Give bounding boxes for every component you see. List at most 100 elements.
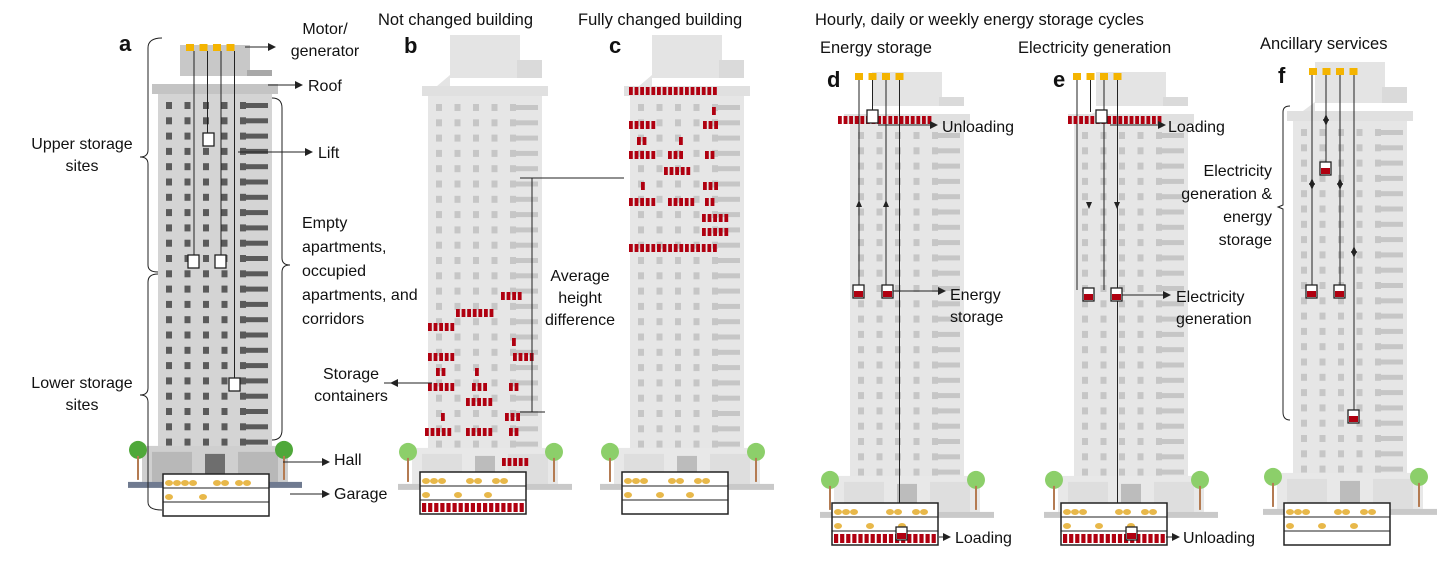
- building-annex: [719, 60, 744, 78]
- window: [1301, 435, 1307, 442]
- tree-trunk: [1272, 482, 1274, 507]
- window: [693, 272, 700, 280]
- storage-container: [482, 428, 487, 436]
- window: [454, 348, 461, 356]
- storage-container: [707, 87, 712, 95]
- window: [638, 440, 644, 448]
- window-wide: [1162, 423, 1184, 429]
- car-icon: [500, 478, 508, 484]
- storage-container: [634, 87, 639, 95]
- window: [473, 410, 479, 417]
- tree-icon: [1410, 467, 1428, 486]
- window: [1156, 223, 1162, 231]
- window: [454, 287, 461, 295]
- window: [895, 285, 901, 292]
- window: [240, 408, 246, 415]
- car-icon: [624, 492, 632, 498]
- window: [675, 410, 681, 417]
- window: [1137, 468, 1144, 476]
- arrow-head-icon: [856, 200, 862, 207]
- window: [436, 287, 442, 295]
- storage-container: [651, 244, 656, 252]
- car-icon: [1063, 523, 1071, 529]
- window: [876, 132, 883, 139]
- window: [675, 119, 681, 127]
- storage-container: [662, 244, 667, 252]
- window: [858, 147, 864, 155]
- label-storage-containers: Storage containers: [314, 366, 388, 405]
- lift-car: [214, 254, 227, 269]
- window: [1338, 159, 1344, 167]
- window-wide: [718, 258, 740, 263]
- window: [1356, 205, 1363, 213]
- window: [693, 226, 700, 234]
- window: [913, 208, 920, 216]
- storage-container: [430, 428, 435, 436]
- window: [858, 177, 864, 185]
- window: [1119, 177, 1125, 185]
- window-wide: [938, 347, 960, 353]
- window-wide: [246, 240, 268, 246]
- window: [1301, 450, 1307, 458]
- window: [240, 438, 246, 446]
- car-icon: [1368, 509, 1376, 515]
- window: [491, 134, 498, 142]
- window: [932, 254, 938, 262]
- window: [1375, 129, 1381, 136]
- window: [166, 331, 172, 339]
- window: [876, 177, 883, 185]
- car-icon: [199, 494, 207, 500]
- window-wide: [516, 411, 538, 416]
- window: [895, 147, 901, 155]
- car-icon: [920, 509, 928, 515]
- window: [932, 376, 938, 384]
- window: [1100, 392, 1107, 400]
- window: [166, 117, 172, 125]
- window: [1082, 376, 1088, 384]
- window: [693, 440, 700, 448]
- motor-generator-icon: [868, 73, 877, 80]
- window-wide: [246, 317, 268, 323]
- window: [656, 425, 663, 433]
- window: [1301, 266, 1307, 274]
- window: [913, 376, 920, 384]
- car-icon: [702, 478, 710, 484]
- storage-container: [428, 503, 433, 512]
- window: [1319, 251, 1326, 259]
- window-wide: [718, 212, 740, 218]
- window: [1319, 465, 1326, 473]
- window: [436, 272, 442, 280]
- window: [184, 316, 191, 324]
- window: [491, 364, 498, 372]
- window-wide: [1381, 160, 1403, 166]
- storage-container: [513, 458, 517, 466]
- window: [203, 346, 209, 354]
- car-icon: [1350, 523, 1358, 529]
- storage-container: [488, 428, 493, 436]
- label-d-loading: Loading: [955, 530, 1012, 547]
- window: [491, 425, 498, 433]
- window: [1338, 373, 1344, 381]
- window: [858, 330, 864, 338]
- window: [675, 440, 681, 448]
- window-wide: [938, 454, 960, 460]
- storage-container: [708, 182, 713, 190]
- window: [1082, 361, 1088, 369]
- window: [656, 364, 663, 372]
- window: [1319, 373, 1326, 381]
- storage-container: [718, 228, 723, 236]
- window: [1156, 376, 1162, 384]
- storage-container: [673, 151, 678, 159]
- window-wide: [246, 118, 268, 124]
- window: [656, 410, 663, 417]
- window: [656, 348, 663, 356]
- window: [184, 423, 191, 431]
- storage-container: [439, 353, 443, 361]
- window: [454, 333, 461, 341]
- window-wide: [516, 426, 538, 432]
- window: [454, 379, 461, 387]
- window: [675, 180, 681, 188]
- tree-trunk: [407, 457, 409, 482]
- storage-container: [509, 383, 513, 391]
- storage-container: [441, 368, 446, 376]
